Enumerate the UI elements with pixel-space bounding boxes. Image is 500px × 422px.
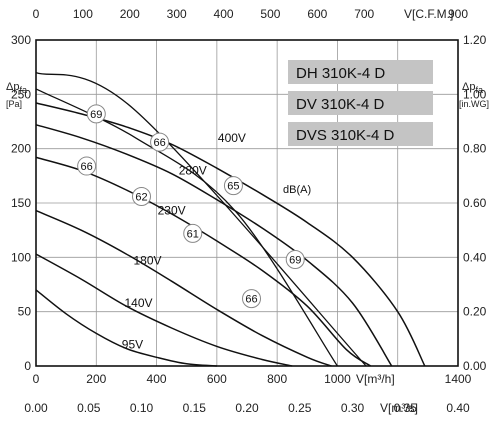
bottom2-tick-6: 0.30 <box>341 401 365 415</box>
model-box-2: DV 310K-4 D <box>288 91 433 115</box>
series-line-230V <box>35 156 372 367</box>
top-tick-3: 300 <box>167 7 187 21</box>
left-tick-1: 50 <box>18 305 32 319</box>
plot-frame <box>35 39 459 367</box>
sound-marker-value-7: 69 <box>289 255 301 267</box>
bottom-axis-label: V[m³/h] <box>356 372 395 386</box>
bottom-tick-4: 800 <box>267 372 287 386</box>
sound-level-lines <box>35 71 367 367</box>
top-tick-6: 600 <box>307 7 327 21</box>
bottom2-tick-8: 0.40 <box>446 401 470 415</box>
sound-level-line-1 <box>35 88 338 367</box>
sound-level-line-0 <box>35 71 367 367</box>
sound-marker-circle-7 <box>285 250 305 270</box>
bottom-tick-0: 0 <box>33 372 40 386</box>
sound-unit-label: dB(A) <box>283 184 311 196</box>
series-label-140V: 140V <box>124 296 152 310</box>
top-tick-2: 200 <box>120 7 140 21</box>
model-box-3: DVS 310K-4 D <box>288 122 433 146</box>
left-tick-0: 0 <box>24 359 31 373</box>
bottom2-axis-label: V[m³/s] <box>380 401 418 415</box>
sound-marker-value-2: 65 <box>227 181 239 193</box>
series-label-400V: 400V <box>218 131 246 145</box>
top-tick-1: 100 <box>73 7 93 21</box>
right-tick-2: 0.40 <box>463 250 487 264</box>
sound-marker-circle-0 <box>86 104 106 124</box>
right-tick-4: 0.80 <box>463 142 487 156</box>
sound-marker-value-3: 66 <box>81 161 93 173</box>
bottom-tick-2: 400 <box>147 372 167 386</box>
bottom-tick-5: 1000 <box>324 372 351 386</box>
sound-marker-circle-1 <box>150 132 170 152</box>
right-tick-0: 0.00 <box>463 359 487 373</box>
bottom2-tick-7: 0.35 <box>394 401 418 415</box>
left-axis-symbol: Δpfa <box>6 81 27 95</box>
sound-marker-circle-2 <box>223 176 243 196</box>
series-line-140V <box>35 253 293 367</box>
top-tick-8: 900 <box>448 7 468 21</box>
sound-marker-circle-5 <box>183 223 203 243</box>
top-axis-label: V[C.F.M.] <box>404 7 453 21</box>
right-axis-unit: [in.WG] <box>459 99 489 109</box>
bottom2-tick-3: 0.15 <box>183 401 207 415</box>
series-label-280V: 280V <box>179 163 207 177</box>
right-tick-5: 1.00 <box>463 87 487 101</box>
sound-marker-value-1: 66 <box>153 137 165 149</box>
series-label-95V: 95V <box>122 337 143 351</box>
series-line-95V <box>35 289 217 367</box>
series-curves <box>35 102 426 367</box>
bottom2-tick-5: 0.25 <box>288 401 312 415</box>
series-line-180V <box>35 209 332 367</box>
sound-marker-circle-6 <box>242 289 262 309</box>
bottom2-tick-1: 0.05 <box>77 401 101 415</box>
sound-marker-circle-3 <box>77 156 97 176</box>
sound-marker-value-4: 62 <box>135 191 147 203</box>
sound-marker-circle-4 <box>132 186 151 206</box>
bottom-tick-3: 600 <box>207 372 227 386</box>
series-label-180V: 180V <box>134 254 162 268</box>
left-tick-3: 150 <box>11 196 31 210</box>
right-tick-3: 0.60 <box>463 196 487 210</box>
top-tick-5: 500 <box>260 7 280 21</box>
sound-marker-value-0: 69 <box>90 109 102 121</box>
bottom2-tick-4: 0.20 <box>235 401 259 415</box>
right-axis-symbol: Δpfa <box>462 81 483 95</box>
bottom2-tick-2: 0.10 <box>130 401 154 415</box>
right-tick-1: 0.20 <box>463 305 487 319</box>
top-tick-4: 400 <box>214 7 234 21</box>
top-tick-7: 700 <box>354 7 374 21</box>
sound-marker-value-5: 61 <box>187 228 199 240</box>
series-label-230V: 230V <box>158 204 186 218</box>
left-tick-6: 300 <box>11 33 31 47</box>
left-tick-2: 100 <box>11 250 31 264</box>
left-axis-unit: [Pa] <box>6 99 22 109</box>
model-label-1: DH 310K-4 D <box>296 65 385 82</box>
model-label-3: DVS 310K-4 D <box>296 127 395 144</box>
left-tick-4: 200 <box>11 142 31 156</box>
left-tick-5: 250 <box>11 87 31 101</box>
bottom2-tick-0: 0.00 <box>24 401 48 415</box>
grid-lines <box>36 40 458 366</box>
sound-marker-value-6: 66 <box>245 294 257 306</box>
right-tick-6: 1.20 <box>463 33 487 47</box>
series-labels: 400V 280V 230V 180V 140V 95V <box>122 131 246 351</box>
model-box-1: DH 310K-4 D <box>288 60 433 84</box>
sound-markers: 69 66 65 66 62 61 66 69 <box>77 104 305 309</box>
top-tick-0: 0 <box>33 7 40 21</box>
bottom-tick-6: 1400 <box>445 372 472 386</box>
bottom-tick-1: 200 <box>86 372 106 386</box>
model-label-2: DV 310K-4 D <box>296 96 385 113</box>
series-line-280V <box>35 124 393 367</box>
